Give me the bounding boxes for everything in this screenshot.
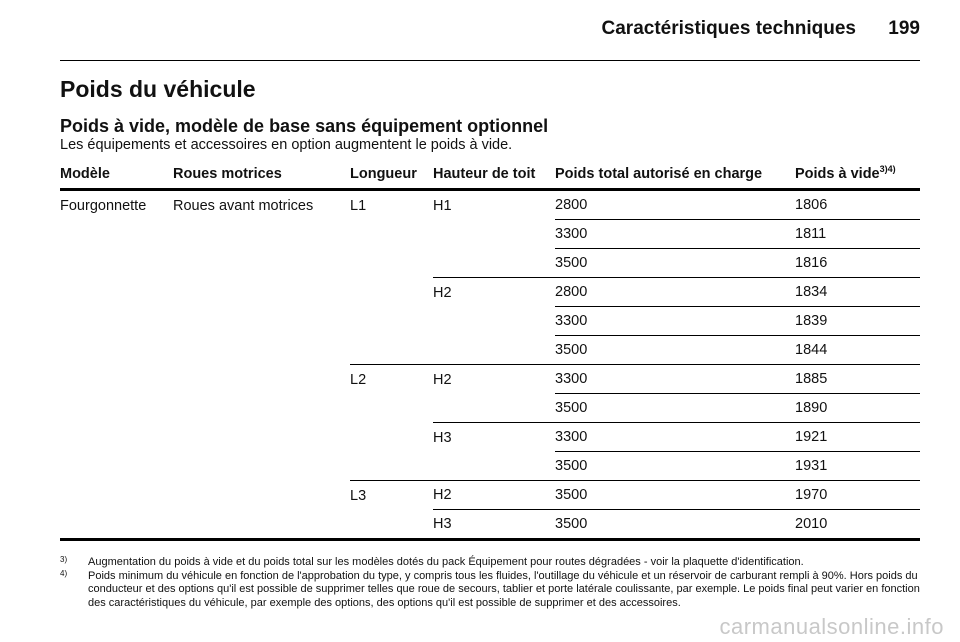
cell-length: L3 xyxy=(350,480,433,541)
table-row: H3 3300 1921 xyxy=(60,422,920,481)
col-header-drive: Roues motrices xyxy=(173,160,350,191)
footnote-mark: 4) xyxy=(60,568,68,578)
cell-gvw: 3500 xyxy=(555,451,795,481)
cell-gvw: 3300 xyxy=(555,306,795,336)
cell-roof: H2 xyxy=(433,364,555,423)
cell-gvw: 3500 xyxy=(555,509,795,541)
table-row: Fourgonnette Roues avant motrices L1 H1 … xyxy=(60,189,920,365)
table-row: H2 2800 1834 xyxy=(60,277,920,365)
page-number: 199 xyxy=(888,18,920,39)
col-header-gvw: Poids total autorisé en charge xyxy=(555,160,795,191)
cell-gvw: 2800 xyxy=(555,277,795,307)
cell-gvw: 3500 xyxy=(555,393,795,423)
subsection-title: Poids à vide, modèle de base sans équipe… xyxy=(60,116,549,136)
col-header-model: Modèle xyxy=(60,160,173,191)
table-row: L3 H2 3500 1970 xyxy=(60,480,920,541)
cell-kerb: 1844 xyxy=(795,335,920,365)
intro-text: Les équipements et accessoires en option… xyxy=(60,137,513,153)
footnote-text: Poids minimum du véhicule en fonction de… xyxy=(88,569,920,609)
col-header-kerb-label: Poids à vide xyxy=(795,166,880,182)
cell-roof: H3 xyxy=(433,422,555,481)
table-row: 3500 1844 xyxy=(60,335,920,365)
col-header-length: Longueur xyxy=(350,160,433,191)
footnote-ref: 3)4) xyxy=(879,164,896,174)
header-title: Caractéristiques techniques xyxy=(601,18,856,39)
cell-kerb: 1834 xyxy=(795,277,920,307)
col-header-roof: Hauteur de toit xyxy=(433,160,555,191)
col-header-kerb: Poids à vide3)4) xyxy=(795,160,920,191)
cell-kerb: 1811 xyxy=(795,219,920,249)
cell-kerb: 1921 xyxy=(795,422,920,452)
cell-kerb: 1890 xyxy=(795,393,920,423)
cell-gvw: 3500 xyxy=(555,480,795,510)
cell-model: Fourgonnette xyxy=(60,198,147,214)
table-row: L2 H2 3300 1885 xyxy=(60,364,920,481)
header-rule xyxy=(60,60,920,61)
cell-roof: H1 xyxy=(433,189,555,278)
cell-kerb: 1806 xyxy=(795,189,920,220)
cell-roof: H2 xyxy=(433,277,555,365)
cell-length: L1 xyxy=(350,189,433,365)
cell-kerb: 1885 xyxy=(795,364,920,394)
table-row: 3500 1816 xyxy=(60,248,920,278)
cell-drive: Roues avant motrices xyxy=(173,198,314,214)
footnotes: 3) Augmentation du poids à vide et du po… xyxy=(60,555,922,611)
cell-kerb: 1970 xyxy=(795,480,920,510)
cell-kerb: 1931 xyxy=(795,451,920,481)
cell-gvw: 2800 xyxy=(555,189,795,220)
weight-table: Modèle Roues motrices Longueur Hauteur d… xyxy=(60,160,920,541)
page-header: Caractéristiques techniques 199 xyxy=(60,18,920,50)
cell-gvw: 3500 xyxy=(555,248,795,278)
section-title: Poids du véhicule xyxy=(60,76,256,102)
table-bottom-rule xyxy=(60,538,350,541)
footnote: 4) Poids minimum du véhicule en fonction… xyxy=(60,568,922,611)
table-row: 3500 1890 xyxy=(60,393,920,423)
cell-kerb: 1839 xyxy=(795,306,920,336)
cell-gvw: 3300 xyxy=(555,364,795,394)
cell-roof: H3 xyxy=(433,509,555,541)
footnote: 3) Augmentation du poids à vide et du po… xyxy=(60,555,922,570)
footnote-text: Augmentation du poids à vide et du poids… xyxy=(88,556,804,568)
cell-kerb: 1816 xyxy=(795,248,920,278)
cell-kerb: 2010 xyxy=(795,509,920,541)
cell-gvw: 3300 xyxy=(555,219,795,249)
table-row: H3 3500 2010 xyxy=(60,509,920,541)
table-row: 3300 1839 xyxy=(60,306,920,336)
footnote-mark: 3) xyxy=(60,555,68,564)
cell-length: L2 xyxy=(350,364,433,481)
cell-gvw: 3500 xyxy=(555,335,795,365)
cell-roof: H2 xyxy=(433,480,555,510)
table-row: 3500 1931 xyxy=(60,451,920,481)
table-header-row: Modèle Roues motrices Longueur Hauteur d… xyxy=(60,160,920,191)
cell-gvw: 3300 xyxy=(555,422,795,452)
watermark: carmanualsonline.info xyxy=(719,614,944,639)
table-row: 3300 1811 xyxy=(60,219,920,249)
